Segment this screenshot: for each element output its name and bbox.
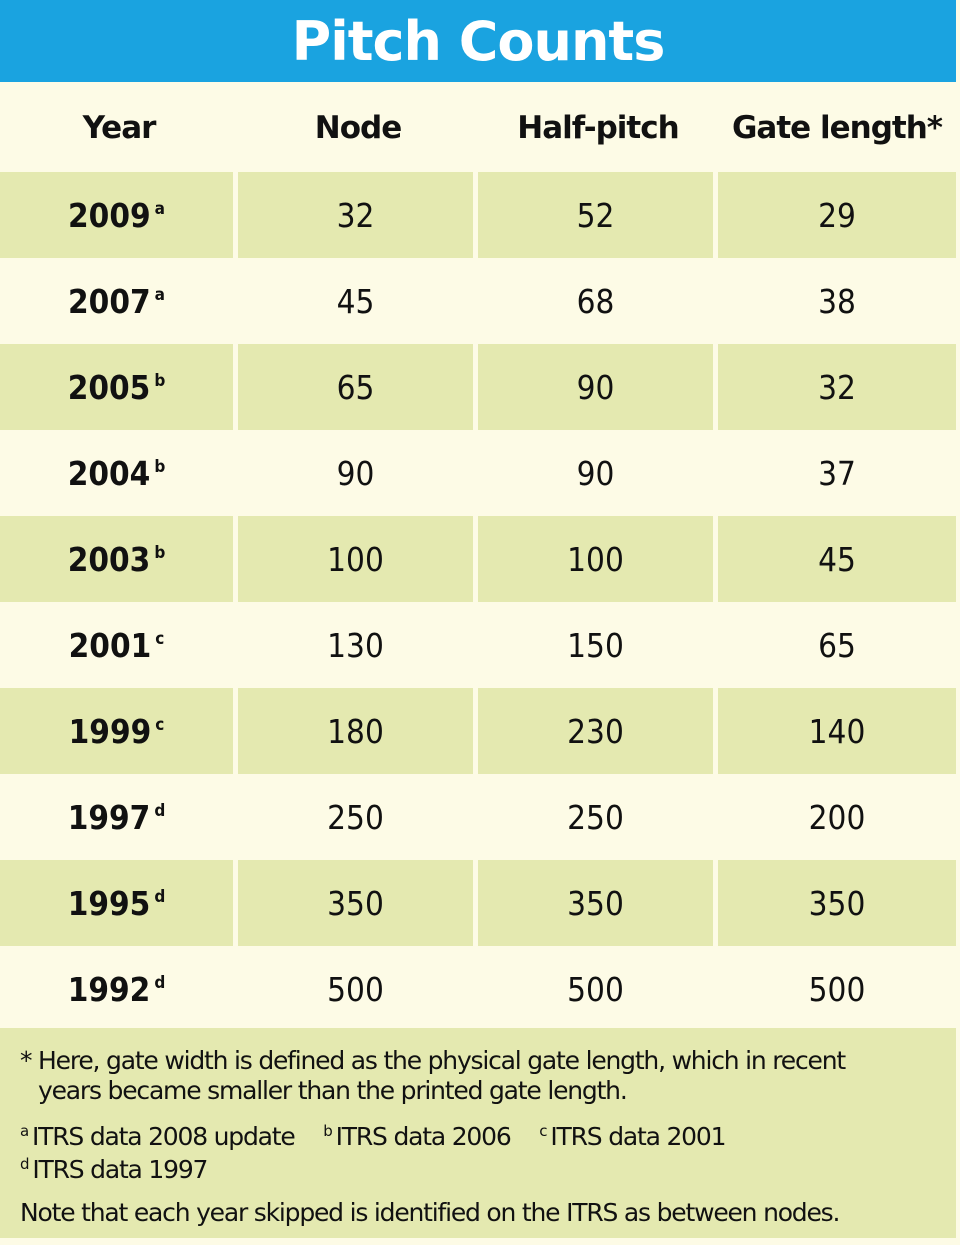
footnote-mark: b [154,542,166,563]
node-cell: 100 [238,516,478,602]
node-cell: 180 [238,688,478,774]
year-value: 2009 [68,195,151,235]
footnote-mark: c [539,1122,547,1140]
nodes-note: Note that each year skipped is identifie… [20,1198,840,1227]
footnote-mark: a [154,198,165,219]
footnote-mark: b [323,1122,333,1140]
year-cell: 2009 a [0,172,238,258]
column-header-node: Node [238,84,478,172]
table-row: 2001 c 130 150 65 [0,602,956,688]
year-cell: 2004 b [0,430,238,516]
year-cell: 1995 d [0,860,238,946]
table-row: 2007 a 45 68 38 [0,258,956,344]
half-pitch-cell: 68 [478,258,718,344]
source-note: c ITRS data 2001 [539,1122,726,1151]
node-cell: 32 [238,172,478,258]
column-header-half-pitch: Half-pitch [478,84,718,172]
half-pitch-cell: 90 [478,430,718,516]
source-text: ITRS data 2001 [550,1122,726,1151]
year-value: 2004 [67,453,151,493]
gate-length-footnote: * Here, gate width is defined as the phy… [20,1046,920,1106]
half-pitch-cell: 250 [478,774,718,860]
year-value: 1995 [67,883,151,923]
table-row: 1995 d 350 350 350 [0,860,956,946]
year-cell: 1992 d [0,946,238,1032]
source-footnotes: a ITRS data 2008 update b ITRS data 2006 c… [20,1122,940,1188]
footnote-mark: b [154,456,166,477]
year-cell: 1999 c [0,688,238,774]
footnote-line: * Here, gate width is defined as the phy… [20,1046,846,1075]
pitch-table: Year Node Half-pitch Gate length* 2009 a … [0,84,956,1032]
footnote-mark: d [154,800,166,821]
node-cell: 250 [238,774,478,860]
gate-length-cell: 350 [718,860,956,946]
half-pitch-cell: 230 [478,688,718,774]
table-row: 1999 c 180 230 140 [0,688,956,774]
year-cell: 1997 d [0,774,238,860]
source-text: ITRS data 2006 [335,1122,512,1151]
year-value: 1999 [68,711,152,751]
gate-length-cell: 32 [718,344,956,430]
footnote-mark: b [154,370,166,391]
footnotes-panel: * Here, gate width is defined as the phy… [0,1028,956,1238]
gate-length-cell: 140 [718,688,956,774]
year-cell: 2007 a [0,258,238,344]
year-cell: 2005 b [0,344,238,430]
table-row: 2003 b 100 100 45 [0,516,956,602]
node-cell: 500 [238,946,478,1032]
footnote-line: years became smaller than the printed ga… [38,1076,628,1105]
source-text: ITRS data 1997 [32,1155,208,1184]
footnote-mark: c [155,714,165,735]
node-cell: 45 [238,258,478,344]
year-value: 2005 [67,367,151,407]
table-row: 2004 b 90 90 37 [0,430,956,516]
footnote-mark: d [154,886,166,907]
year-value: 2001 [68,625,152,665]
half-pitch-cell: 150 [478,602,718,688]
table-row: 2009 a 32 52 29 [0,172,956,258]
gate-length-cell: 38 [718,258,956,344]
footnote-mark: a [154,284,165,305]
half-pitch-cell: 500 [478,946,718,1032]
gate-length-cell: 29 [718,172,956,258]
year-cell: 2001 c [0,602,238,688]
source-note: d ITRS data 1997 [20,1155,208,1184]
year-value: 2007 [68,281,151,321]
source-line: a ITRS data 2008 update b ITRS data 2006 c… [20,1122,940,1155]
year-value: 1997 [67,797,151,837]
year-value: 2003 [67,539,151,579]
gate-length-cell: 500 [718,946,956,1032]
year-cell: 2003 b [0,516,238,602]
table-header-row: Year Node Half-pitch Gate length* [0,84,956,172]
table-row: 1992 d 500 500 500 [0,946,956,1032]
footnote-mark: d [154,972,166,993]
gate-length-cell: 200 [718,774,956,860]
gate-length-cell: 65 [718,602,956,688]
node-cell: 90 [238,430,478,516]
column-header-gate-length: Gate length* [718,84,956,172]
node-cell: 130 [238,602,478,688]
column-header-year: Year [0,84,238,172]
page-title: Pitch Counts [291,10,666,73]
gate-length-cell: 45 [718,516,956,602]
footnote-mark: d [20,1155,30,1173]
footnote-mark: c [155,628,165,649]
source-text: ITRS data 2008 update [32,1122,296,1151]
year-value: 1992 [67,969,151,1009]
node-cell: 65 [238,344,478,430]
title-bar: Pitch Counts [0,0,956,82]
table-row: 1997 d 250 250 200 [0,774,956,860]
half-pitch-cell: 90 [478,344,718,430]
half-pitch-cell: 100 [478,516,718,602]
gate-length-cell: 37 [718,430,956,516]
table-row: 2005 b 65 90 32 [0,344,956,430]
source-line: d ITRS data 1997 [20,1155,940,1188]
half-pitch-cell: 350 [478,860,718,946]
node-cell: 350 [238,860,478,946]
source-note: b ITRS data 2006 [323,1122,512,1151]
footnote-mark: a [20,1122,29,1140]
source-note: a ITRS data 2008 update [20,1122,296,1151]
half-pitch-cell: 52 [478,172,718,258]
